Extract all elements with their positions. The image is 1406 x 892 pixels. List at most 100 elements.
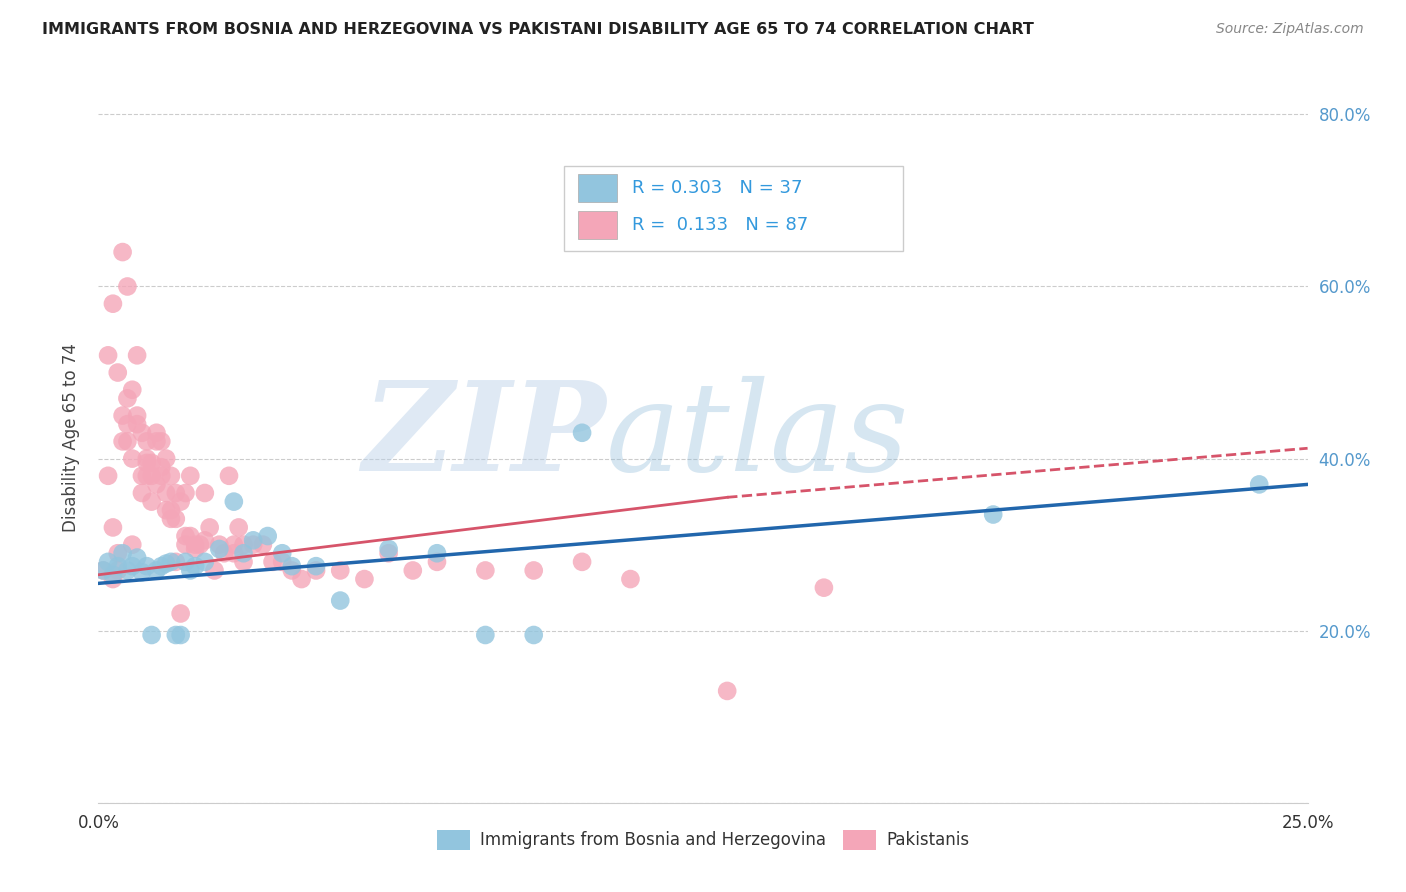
Point [169,607,191,621]
Point [184,559,207,574]
Point [111,245,134,260]
Point [135,456,157,470]
Point [242,538,264,552]
Text: Source: ZipAtlas.com: Source: ZipAtlas.com [1216,22,1364,37]
Point [117,434,139,449]
Point [281,559,304,574]
Point [194,533,217,548]
Point [619,572,641,586]
Point [141,456,163,470]
Point [150,559,173,574]
Point [305,564,328,578]
Point [179,564,201,578]
Text: atlas: atlas [606,376,910,498]
Point [271,546,294,560]
Point [107,366,129,380]
Point [131,425,153,440]
Text: R =  0.133   N = 87: R = 0.133 N = 87 [631,216,808,234]
Point [160,512,183,526]
Point [165,486,187,500]
Point [198,520,221,534]
Point [716,684,738,698]
Point [145,564,167,578]
Legend: Immigrants from Bosnia and Herzegovina, Pakistanis: Immigrants from Bosnia and Herzegovina, … [430,823,976,856]
Point [402,564,425,578]
Point [131,486,153,500]
Point [208,538,231,552]
Point [107,559,129,574]
Point [188,538,211,552]
Point [160,468,183,483]
Point [117,417,139,432]
Text: IMMIGRANTS FROM BOSNIA AND HERZEGOVINA VS PAKISTANI DISABILITY AGE 65 TO 74 CORR: IMMIGRANTS FROM BOSNIA AND HERZEGOVINA V… [42,22,1033,37]
Point [141,628,163,642]
Point [571,425,593,440]
Point [121,559,143,574]
Text: ZIP: ZIP [363,376,606,498]
Point [377,541,399,556]
Point [107,564,129,578]
Point [571,555,593,569]
Point [1249,477,1271,491]
Point [523,564,546,578]
Point [179,529,201,543]
Point [179,468,201,483]
Point [121,538,143,552]
Point [150,468,173,483]
Point [127,417,149,432]
Point [97,468,120,483]
Point [121,383,143,397]
Point [981,508,1004,522]
Point [169,494,191,508]
Point [165,555,187,569]
Point [281,564,304,578]
Point [184,538,207,552]
Point [271,555,294,569]
Point [155,486,177,500]
Point [97,348,120,362]
Point [155,451,177,466]
Point [208,541,231,556]
Point [135,451,157,466]
Point [474,628,496,642]
Point [474,564,496,578]
Point [127,409,149,423]
Point [97,555,120,569]
Point [305,559,328,574]
Point [813,581,835,595]
Point [111,546,134,560]
Point [262,555,284,569]
Point [228,520,250,534]
Point [127,348,149,362]
Point [131,468,153,483]
Point [252,538,274,552]
Point [329,593,352,607]
Point [101,520,124,534]
Point [145,425,167,440]
Point [135,468,157,483]
Point [523,628,546,642]
Point [135,559,157,574]
Point [141,494,163,508]
Point [141,468,163,483]
Point [232,538,254,552]
Point [165,628,187,642]
Point [174,538,197,552]
FancyBboxPatch shape [578,211,617,239]
Point [329,564,352,578]
FancyBboxPatch shape [564,167,903,251]
Point [121,451,143,466]
Point [145,477,167,491]
Point [204,564,226,578]
Point [174,486,197,500]
Y-axis label: Disability Age 65 to 74: Disability Age 65 to 74 [62,343,80,532]
Point [212,546,235,560]
Point [184,541,207,556]
Point [160,555,183,569]
Point [117,279,139,293]
Point [426,546,449,560]
Point [290,572,312,586]
Point [135,434,157,449]
Point [353,572,375,586]
Point [194,486,217,500]
